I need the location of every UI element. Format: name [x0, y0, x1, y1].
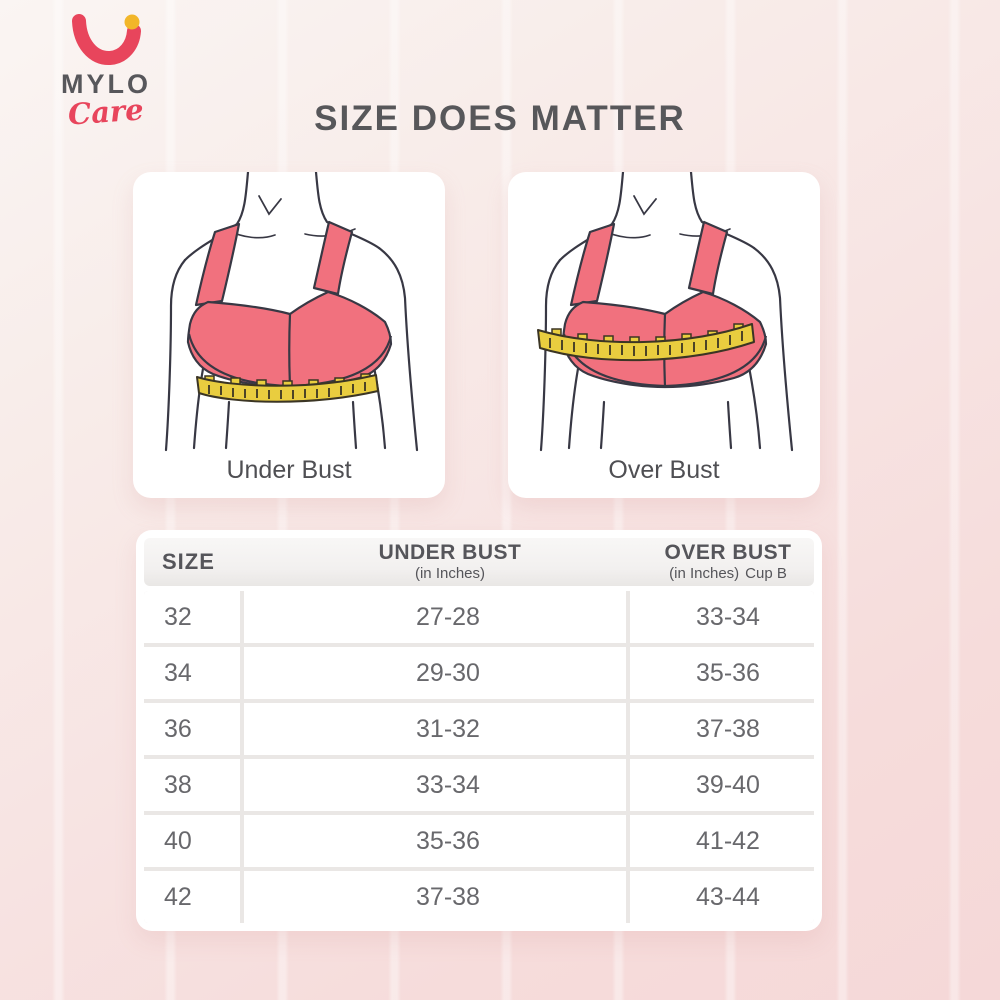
over-bust-cell: 43-44 — [630, 871, 814, 923]
logo-brand-text: MYLO — [61, 69, 151, 99]
under-bust-cell: 29-30 — [244, 647, 626, 699]
size-cell: 38 — [144, 759, 240, 811]
size-cell: 34 — [144, 647, 240, 699]
mylo-care-logo: MYLO Care — [52, 14, 160, 132]
logo-dot-icon — [124, 14, 140, 30]
table-header-row: SIZE UNDER BUST (in Inches) OVER BUST (i… — [144, 538, 814, 586]
logo-smile-icon — [72, 14, 141, 65]
over-bust-cell: 35-36 — [630, 647, 814, 699]
bra-graphic — [186, 220, 393, 389]
over-bust-cell: 39-40 — [630, 759, 814, 811]
cup-size-note: Cup B — [745, 565, 787, 583]
size-cell: 42 — [144, 871, 240, 923]
under-bust-cell: 31-32 — [244, 703, 626, 755]
page-title: SIZE DOES MATTER — [314, 99, 686, 138]
over-bust-card: Over Bust — [508, 172, 820, 498]
over-bust-cell: 41-42 — [630, 815, 814, 867]
under-bust-cell: 37-38 — [244, 871, 626, 923]
under-bust-illustration — [164, 172, 419, 452]
under-bust-cell: 33-34 — [244, 759, 626, 811]
size-chart-table: SIZE UNDER BUST (in Inches) OVER BUST (i… — [136, 530, 822, 931]
measurement-figures: Under Bust — [133, 172, 820, 498]
under-bust-cell: 35-36 — [244, 815, 626, 867]
under-bust-cell: 27-28 — [244, 591, 626, 643]
size-cell: 36 — [144, 703, 240, 755]
size-cell: 32 — [144, 591, 240, 643]
column-header-over-bust: OVER BUST (in Inches) Cup B — [664, 541, 792, 583]
under-bust-card: Under Bust — [133, 172, 445, 498]
bra-graphic — [561, 220, 768, 389]
over-bust-illustration — [537, 172, 794, 452]
over-bust-cell: 33-34 — [630, 591, 814, 643]
table-body: 32 27-28 33-34 34 29-30 35-36 36 31-32 3… — [144, 591, 814, 923]
column-header-size: SIZE — [162, 549, 215, 574]
measuring-tape-graphic — [537, 323, 755, 362]
over-bust-label: Over Bust — [608, 456, 720, 484]
size-cell: 40 — [144, 815, 240, 867]
column-header-under-bust: UNDER BUST (in Inches) — [378, 541, 522, 583]
over-bust-cell: 37-38 — [630, 703, 814, 755]
under-bust-label: Under Bust — [226, 456, 352, 484]
measuring-tape-graphic — [196, 373, 379, 403]
